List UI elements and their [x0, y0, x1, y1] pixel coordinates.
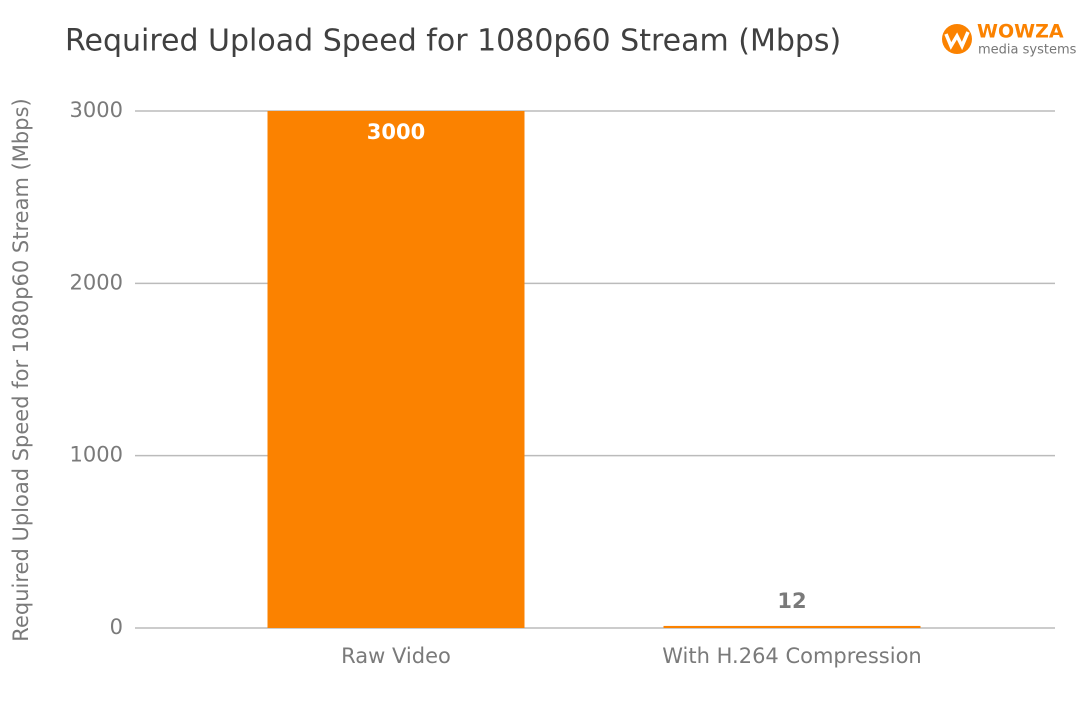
data-label: 3000 [367, 120, 425, 144]
logo-tagline: media systems [978, 43, 1077, 58]
x-tick-label: With H.264 Compression [662, 644, 921, 668]
y-tick-label: 1000 [70, 443, 123, 467]
y-axis-label: Required Upload Speed for 1080p60 Stream… [9, 98, 33, 641]
data-label: 12 [777, 589, 806, 613]
chart-title: Required Upload Speed for 1080p60 Stream… [65, 24, 841, 59]
y-tick-label: 2000 [70, 270, 123, 294]
y-tick-label: 3000 [70, 98, 123, 122]
bar [663, 625, 921, 628]
y-tick-label: 0 [110, 615, 123, 639]
logo-name: WOWZA [977, 21, 1064, 43]
logo: WOWZA media systems [942, 21, 1077, 58]
x-tick-label: Raw Video [341, 644, 451, 668]
logo-icon-mark [944, 31, 970, 51]
bar [267, 111, 525, 628]
